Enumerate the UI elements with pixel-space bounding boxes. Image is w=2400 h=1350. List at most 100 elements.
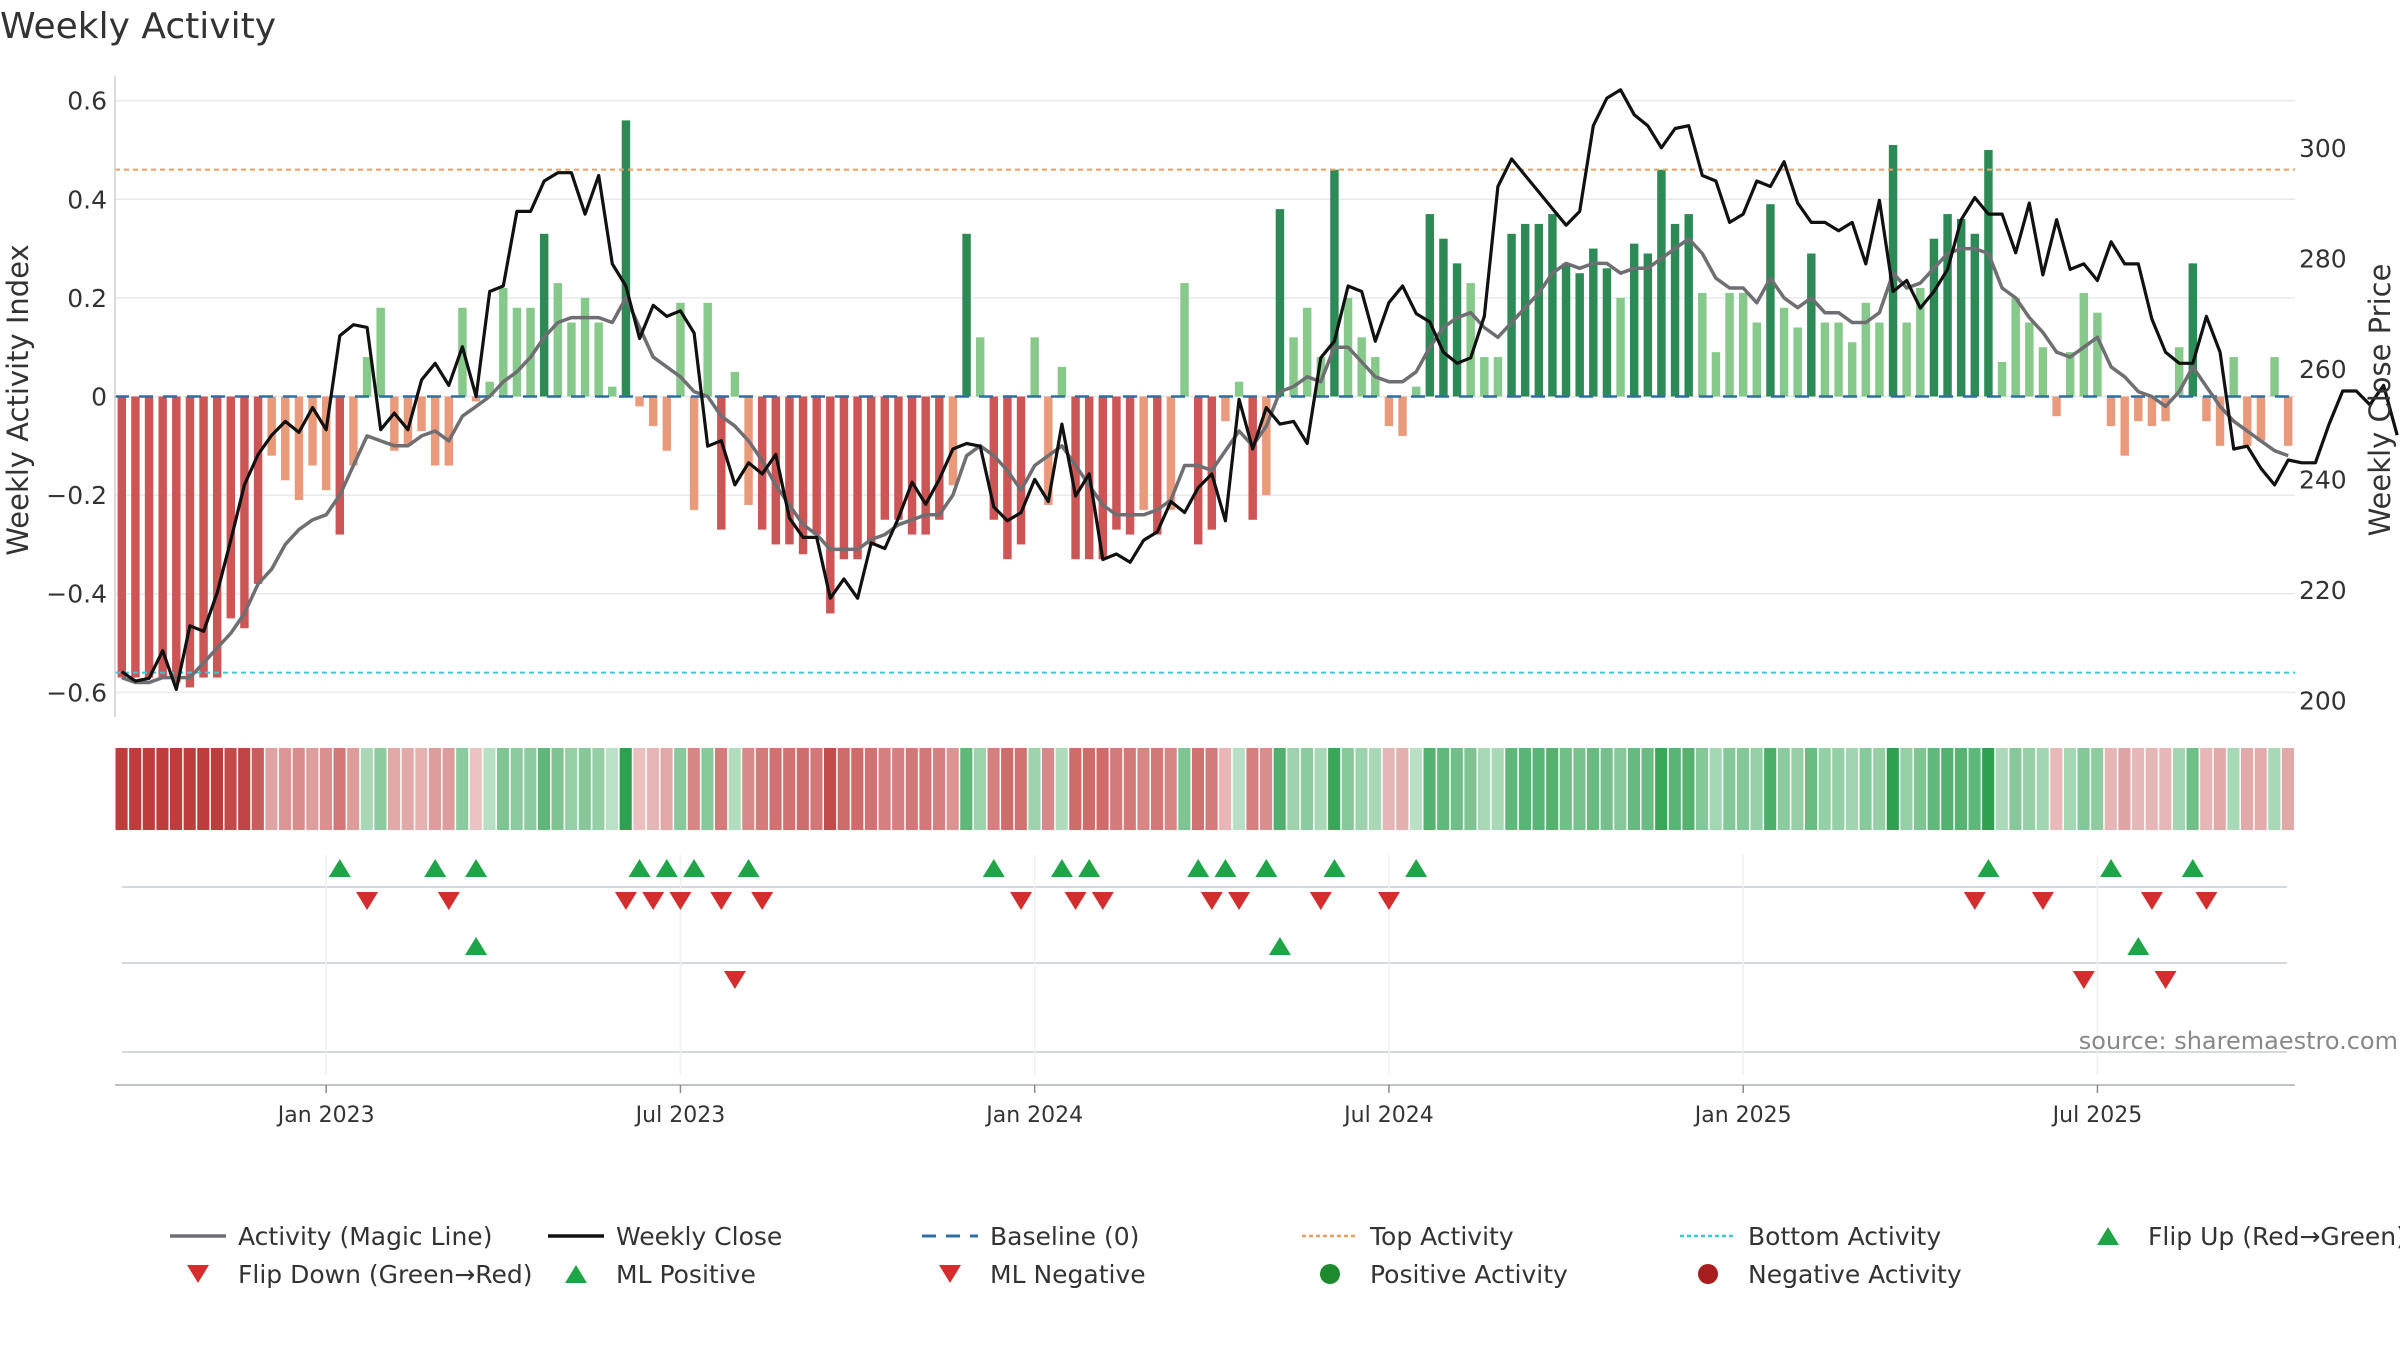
- activity-bar: [2243, 396, 2252, 446]
- legend-label: Flip Up (Red→Green): [2148, 1222, 2400, 1251]
- activity-bar: [308, 396, 317, 466]
- heat-cell: [2281, 748, 2294, 830]
- heat-cell: [1954, 748, 1967, 830]
- activity-bar: [2093, 312, 2102, 397]
- flip-down-marker: [2195, 892, 2218, 910]
- flip-down-marker: [1309, 892, 1332, 910]
- activity-bar: [2215, 396, 2225, 446]
- heat-cell: [674, 748, 687, 830]
- legend-item: Top Activity: [1302, 1222, 1514, 1251]
- activity-bar: [676, 302, 685, 397]
- activity-bar: [1044, 396, 1053, 505]
- flip-up-marker: [1323, 859, 1346, 877]
- activity-bar: [1153, 396, 1162, 535]
- activity-bar: [1302, 307, 1312, 397]
- heat-cell: [1260, 748, 1273, 830]
- heat-cell: [1559, 748, 1572, 830]
- flip-down-marker: [1010, 892, 1033, 910]
- activity-bar: [539, 233, 549, 397]
- heat-cell: [1941, 748, 1954, 830]
- heat-cell: [2213, 748, 2226, 830]
- activity-bar: [839, 396, 849, 560]
- heat-cell: [728, 748, 741, 830]
- activity-bar: [1166, 396, 1176, 510]
- heat-cell: [1518, 748, 1531, 830]
- activity-bar: [471, 396, 481, 402]
- heat-cell: [1873, 748, 1886, 830]
- heat-cell: [1682, 748, 1695, 830]
- ml-positive-marker: [2127, 937, 2150, 955]
- activity-bar: [2079, 292, 2089, 397]
- activity-bar: [717, 396, 726, 530]
- flip-up-marker: [328, 859, 351, 877]
- heat-cell: [1369, 748, 1382, 830]
- heat-cell: [987, 748, 1000, 830]
- heat-cell: [1137, 748, 1150, 830]
- legend-swatch-triangle-up: [2097, 1227, 2119, 1245]
- heat-cell: [1982, 748, 1995, 830]
- heat-cell: [279, 748, 292, 830]
- heat-cell: [606, 748, 619, 830]
- activity-bar: [1439, 238, 1448, 397]
- activity-bar: [226, 396, 236, 619]
- legend-item: ML Negative: [939, 1260, 1146, 1289]
- activity-bar: [1003, 396, 1012, 560]
- flip-up-marker: [982, 859, 1005, 877]
- activity-bar: [2025, 322, 2034, 397]
- activity-bar: [1316, 357, 1326, 397]
- activity-bar: [1452, 263, 1462, 397]
- legend-item: Flip Down (Green→Red): [187, 1260, 533, 1289]
- activity-bar: [1289, 337, 1298, 397]
- heat-cell: [1478, 748, 1491, 830]
- activity-bar: [1221, 396, 1230, 422]
- x-tick-label: Jan 2023: [276, 1103, 375, 1128]
- activity-bar: [689, 396, 699, 510]
- activity-bar: [1466, 283, 1475, 397]
- activity-bar: [1139, 396, 1148, 510]
- heat-cell: [892, 748, 905, 830]
- heat-cell: [319, 748, 332, 830]
- heat-cell: [783, 748, 796, 830]
- activity-bar: [1425, 214, 1435, 397]
- heat-cell: [224, 748, 237, 830]
- heat-cell: [142, 748, 155, 830]
- heat-cell: [1423, 748, 1436, 830]
- heat-cell: [1927, 748, 1940, 830]
- activity-bar: [199, 396, 208, 678]
- x-tick-label: Jul 2023: [634, 1103, 726, 1128]
- heat-cell: [2241, 748, 2254, 830]
- heat-cell: [415, 748, 428, 830]
- flip-down-marker: [356, 892, 379, 910]
- legend-swatch-circle: [1698, 1264, 1718, 1284]
- activity-bar: [771, 396, 781, 545]
- activity-bar: [798, 396, 808, 555]
- x-axis: Jan 2023 Jul 2023 Jan 2024 Jul 2024 Jan 2025…: [115, 1084, 2295, 1128]
- heat-cell: [1450, 748, 1463, 830]
- legend-label: Negative Activity: [1748, 1260, 1962, 1289]
- heat-cell: [510, 748, 523, 830]
- heat-cell: [1055, 748, 1068, 830]
- flip-up-marker: [1977, 859, 2000, 877]
- y-tick-label-left: 0.2: [67, 284, 107, 313]
- activity-bar: [172, 396, 181, 683]
- activity-bar: [1984, 149, 1993, 397]
- heat-cell: [210, 748, 223, 830]
- heat-cell: [1573, 748, 1586, 830]
- activity-bar: [444, 396, 454, 466]
- flip-down-marker: [710, 892, 733, 910]
- heat-cell: [755, 748, 768, 830]
- heat-cell: [1328, 748, 1341, 830]
- heat-cell: [1723, 748, 1736, 830]
- activity-bar: [362, 357, 372, 397]
- heat-cell: [1205, 748, 1218, 830]
- signal-markers: [122, 855, 2287, 1075]
- heat-cell: [2077, 748, 2090, 830]
- activity-bar: [2134, 396, 2143, 422]
- heat-cell: [715, 748, 728, 830]
- heat-cell: [1614, 748, 1627, 830]
- source-note: source: sharemaestro.com: [2079, 1027, 2398, 1055]
- heat-cell: [619, 748, 632, 830]
- legend-label: Flip Down (Green→Red): [238, 1260, 533, 1289]
- chart-title: Weekly Activity: [0, 6, 276, 47]
- heat-cell: [864, 748, 877, 830]
